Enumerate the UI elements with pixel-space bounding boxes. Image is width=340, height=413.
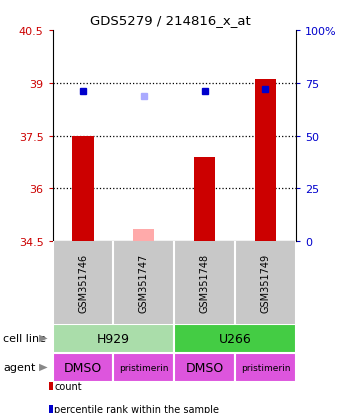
Text: GSM351746: GSM351746 (78, 254, 88, 312)
Text: percentile rank within the sample: percentile rank within the sample (54, 404, 219, 413)
Bar (133, 229, 154, 242)
Text: pristimerin: pristimerin (241, 363, 290, 372)
Text: DMSO: DMSO (64, 361, 102, 374)
Text: DMSO: DMSO (186, 361, 224, 374)
Text: GDS5279 / 214816_x_at: GDS5279 / 214816_x_at (90, 14, 250, 27)
Text: GSM351747: GSM351747 (139, 253, 149, 313)
Bar (53, 324, 174, 353)
Text: pristimerin: pristimerin (119, 363, 169, 372)
Text: GSM351749: GSM351749 (260, 254, 270, 312)
Text: U266: U266 (219, 332, 251, 345)
Text: count: count (54, 381, 82, 391)
Bar (114, 353, 174, 382)
Text: cell line: cell line (3, 334, 46, 344)
Bar (174, 324, 296, 353)
Bar (255, 80, 276, 242)
Text: agent: agent (3, 363, 36, 373)
Bar (235, 353, 296, 382)
Bar (72, 136, 94, 242)
Bar (174, 353, 235, 382)
Bar (53, 353, 114, 382)
Text: GSM351748: GSM351748 (200, 254, 210, 312)
Bar (194, 157, 215, 242)
Text: H929: H929 (97, 332, 130, 345)
